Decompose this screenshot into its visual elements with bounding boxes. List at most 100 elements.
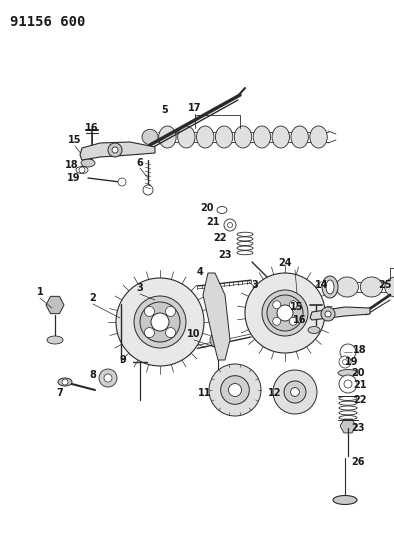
Circle shape [273,301,281,309]
Circle shape [325,311,331,317]
Circle shape [151,313,169,331]
Text: 14: 14 [315,280,329,290]
Text: 23: 23 [351,423,365,433]
Circle shape [99,369,117,387]
Circle shape [339,356,351,368]
Polygon shape [203,273,230,360]
Text: 16: 16 [293,315,307,325]
Ellipse shape [385,277,394,297]
Circle shape [116,278,204,366]
Text: 20: 20 [200,203,214,213]
Circle shape [291,387,299,397]
Text: 2: 2 [89,293,97,303]
Ellipse shape [216,126,233,148]
Ellipse shape [142,130,158,144]
Text: 7: 7 [57,388,63,398]
Ellipse shape [275,287,295,301]
Text: 18: 18 [353,345,367,355]
Ellipse shape [308,327,320,334]
Circle shape [145,306,154,317]
Polygon shape [340,419,356,433]
Circle shape [342,359,348,365]
Text: 23: 23 [218,250,232,260]
Circle shape [340,344,356,360]
Ellipse shape [336,277,359,297]
Ellipse shape [178,126,195,148]
Text: 22: 22 [353,395,367,405]
Ellipse shape [217,206,227,214]
Ellipse shape [81,159,95,167]
Circle shape [209,364,261,416]
Ellipse shape [47,336,63,344]
Text: 17: 17 [188,103,202,113]
Circle shape [134,296,186,348]
Text: 5: 5 [162,105,168,115]
Ellipse shape [234,126,252,148]
Circle shape [289,301,297,309]
Circle shape [273,317,281,325]
Circle shape [344,380,352,388]
Circle shape [339,375,357,393]
Circle shape [143,185,153,195]
Circle shape [62,379,68,385]
Circle shape [229,384,242,397]
Circle shape [108,143,122,157]
Circle shape [262,290,308,336]
Circle shape [79,167,85,173]
Ellipse shape [338,369,358,376]
Circle shape [321,307,335,321]
Text: 18: 18 [65,160,79,170]
Text: 1: 1 [37,287,43,297]
Circle shape [165,328,176,337]
Circle shape [210,332,226,348]
Circle shape [227,222,232,228]
Circle shape [112,147,118,153]
Polygon shape [80,142,155,160]
Circle shape [289,317,297,325]
Ellipse shape [310,126,327,148]
Text: 12: 12 [268,388,282,398]
Text: 26: 26 [351,457,365,467]
Text: 15: 15 [290,302,304,312]
Text: 9: 9 [120,355,126,365]
Text: 19: 19 [67,173,81,183]
Text: 3: 3 [252,280,258,290]
Text: 16: 16 [85,123,99,133]
Circle shape [140,302,180,342]
Text: 6: 6 [137,158,143,168]
Circle shape [267,295,303,331]
Circle shape [118,178,126,186]
Polygon shape [46,296,64,313]
Polygon shape [310,307,370,320]
Circle shape [224,219,236,231]
Ellipse shape [159,126,176,148]
Ellipse shape [361,277,383,297]
Ellipse shape [58,378,72,386]
Text: 11: 11 [198,388,212,398]
Text: 10: 10 [187,329,201,339]
Text: 3: 3 [137,283,143,293]
Text: 8: 8 [89,370,97,380]
Circle shape [165,306,176,317]
Circle shape [221,376,249,405]
Text: 19: 19 [345,357,359,367]
Ellipse shape [76,166,88,174]
Text: 91156 600: 91156 600 [10,15,85,29]
Text: 25: 25 [378,280,392,290]
Circle shape [104,374,112,382]
Ellipse shape [253,126,271,148]
Text: 21: 21 [206,217,220,227]
Ellipse shape [333,496,357,505]
Circle shape [277,305,293,321]
Text: 15: 15 [68,135,82,145]
Ellipse shape [322,276,338,298]
Text: 20: 20 [351,368,365,378]
Ellipse shape [197,126,214,148]
Circle shape [145,328,154,337]
Circle shape [245,273,325,353]
Text: 24: 24 [278,258,292,268]
Ellipse shape [272,126,290,148]
Circle shape [273,370,317,414]
Ellipse shape [326,280,334,294]
Text: 4: 4 [197,267,203,277]
